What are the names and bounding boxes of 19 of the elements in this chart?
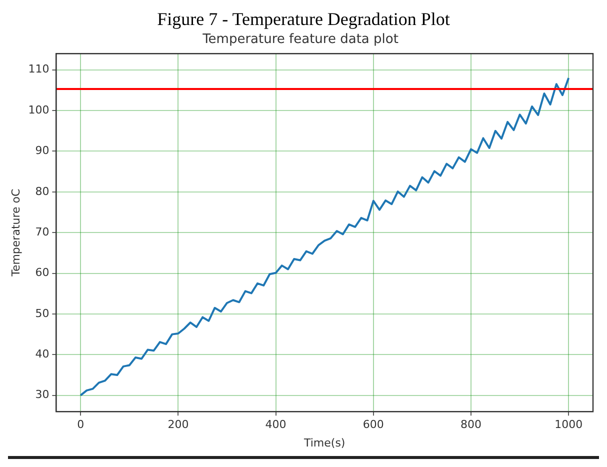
chart-title: Figure 7 - Temperature Degradation Plot: [156, 8, 451, 30]
y-tick-label: 60: [35, 266, 50, 280]
y-tick-label: 70: [35, 225, 50, 238]
y-tick-label: 50: [35, 306, 50, 320]
y-tick-label: 90: [35, 144, 50, 158]
y-tick-label: 30: [35, 388, 50, 402]
x-tick-label: 200: [168, 418, 189, 432]
chart-subtitle: Temperature feature data plot: [202, 32, 398, 48]
y-tick-label: 100: [28, 103, 50, 116]
x-tick-label: 400: [265, 418, 286, 432]
y-tick-label: 40: [35, 348, 50, 361]
y-tick-label: 110: [28, 62, 50, 76]
x-tick-label: 600: [362, 418, 384, 432]
y-tick-label: 80: [35, 184, 50, 198]
x-axis-title: Time(s): [302, 436, 346, 450]
x-tick-label: 800: [460, 418, 482, 432]
y-axis-title: Temperature oC: [9, 188, 22, 278]
x-tick-label: 1000: [554, 418, 583, 432]
x-tick-label: 0: [77, 418, 84, 432]
